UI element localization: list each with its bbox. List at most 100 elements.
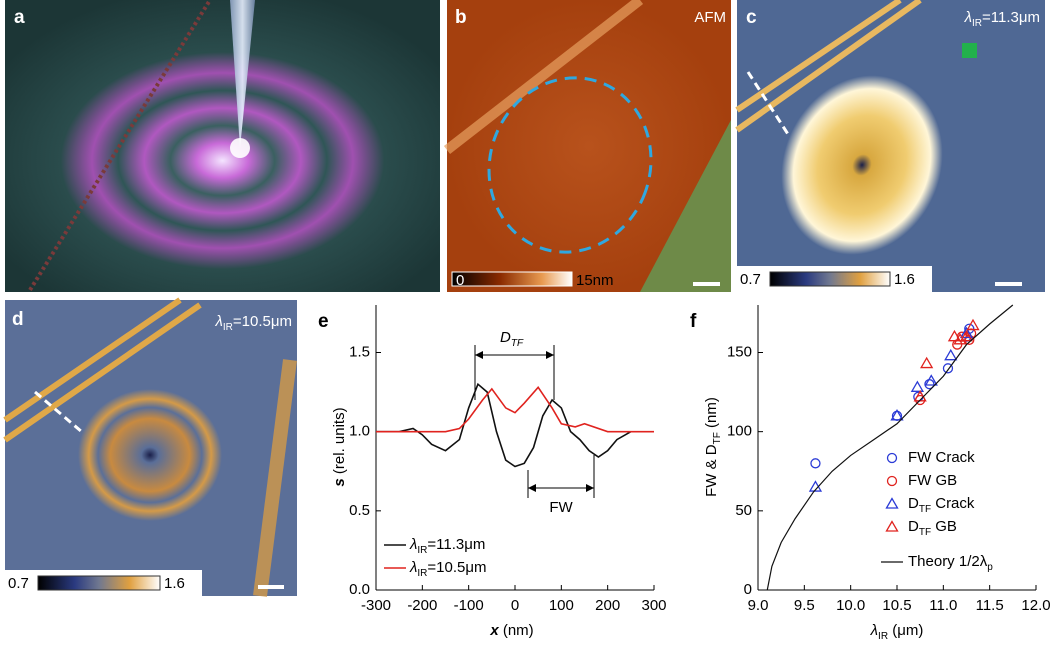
legend-label: Theory 1/2λp (908, 553, 993, 573)
colorbar (770, 272, 890, 286)
panel-tag: AFM (694, 9, 726, 26)
y-tick-label: 1.5 (349, 343, 370, 360)
x-tick-label: 200 (595, 597, 620, 614)
legend-marker (887, 499, 898, 509)
series-line (376, 387, 654, 431)
label-part: Theory 1/2λ (908, 553, 988, 570)
label-sub: TF (511, 338, 524, 349)
label-part: =10.5μm (427, 559, 486, 576)
x-tick-label: 9.5 (794, 597, 815, 614)
marker-square (962, 43, 977, 58)
label-part: D (500, 329, 511, 346)
label-part: D (908, 495, 919, 512)
annotation-fw: FW (528, 455, 594, 516)
y-tick-label: 0 (744, 581, 752, 598)
marker (945, 350, 956, 360)
x-axis-label: x (nm) (489, 622, 533, 639)
label-part: λ (409, 536, 417, 553)
label-sub: IR (417, 545, 427, 556)
legend-marker (887, 522, 898, 532)
arrow-head (586, 484, 594, 492)
label-sub: TF (712, 432, 723, 444)
panel-letter: c (746, 7, 757, 28)
x-tick-label: 10.0 (836, 597, 865, 614)
x-tick-label: -200 (407, 597, 437, 614)
label-sub: TF (919, 504, 931, 515)
legend-label: λIR=11.3μm (409, 536, 485, 556)
x-tick-label: 300 (641, 597, 666, 614)
marker (912, 382, 923, 392)
panel-b: 0 15nm b AFM (447, 0, 731, 292)
label-part: FW & D (703, 444, 720, 497)
x-tick-label: 11.0 (929, 597, 957, 614)
label-sub: TF (919, 527, 931, 538)
figure: a 0 15nm b AFM 0.7 1.6 c λIR=11.3μm 0.7 … (0, 0, 1052, 646)
x-tick-label: 0 (511, 597, 519, 614)
label-part: λ (215, 313, 223, 330)
x-tick-label: 10.5 (882, 597, 911, 614)
label-sub: p (987, 562, 993, 573)
y-tick-label: 0.5 (349, 502, 370, 519)
label-sub: IR (878, 631, 888, 642)
x-tick-label: 11.5 (976, 597, 1004, 614)
legend-marker (888, 477, 897, 486)
label-sub: IR (417, 568, 427, 579)
legend-label: DTF Crack (908, 495, 975, 515)
label-part: (nm) (703, 397, 720, 432)
arrow-head (546, 351, 554, 359)
label-part: λ (870, 622, 878, 639)
colorbar-label: 0.7 (740, 271, 761, 288)
label-part: =10.5μm (233, 313, 292, 330)
panel-letter: f (690, 311, 697, 332)
y-tick-label: 100 (727, 423, 752, 440)
legend-label: FW Crack (908, 449, 975, 466)
legend-label: DTF GB (908, 518, 957, 538)
marker (811, 459, 820, 468)
label-part: D (908, 518, 919, 535)
x-tick-label: -100 (454, 597, 484, 614)
x-tick-label: -300 (361, 597, 391, 614)
x-tick-label: 12.0 (1021, 597, 1050, 614)
panel-letter: e (318, 311, 329, 332)
label-part: GB (931, 518, 957, 535)
label-part: FW GB (908, 472, 957, 489)
label-part: λ (964, 9, 972, 26)
panel-d: 0.7 1.6 d λIR=10.5μm (5, 300, 297, 596)
label-sub: IR (972, 18, 982, 29)
label-sub: IR (223, 322, 233, 333)
label-part: FW Crack (908, 449, 975, 466)
label-part: =11.3μm (427, 536, 485, 553)
y-axis-label: s (rel. units) (331, 407, 348, 486)
y-tick-label: 50 (735, 502, 752, 519)
colorbar-label: 1.6 (164, 575, 185, 592)
panel-c: 0.7 1.6 c λIR=11.3μm (737, 0, 1045, 292)
legend-label: λIR=10.5μm (409, 559, 486, 579)
annotation-dtf: DTF (475, 329, 554, 400)
colorbar (38, 576, 160, 590)
panel-letter: a (14, 7, 25, 28)
label-part: λ (409, 559, 417, 576)
colorbar-label: 1.6 (894, 271, 915, 288)
label-part: =11.3μm (982, 9, 1040, 26)
marker (921, 358, 932, 368)
panel-letter: d (12, 309, 24, 330)
annotation: DTF (500, 329, 524, 349)
label-part: (μm) (888, 622, 923, 639)
label-part: (rel. units) (331, 407, 348, 478)
panel-a: a (5, 0, 440, 292)
ring (78, 389, 222, 521)
y-axis-label: FW & DTF (nm) (703, 397, 723, 497)
tip-apex (230, 138, 250, 158)
x-tick-label: 100 (549, 597, 574, 614)
annotation: FW (549, 499, 573, 516)
label-part: s (331, 478, 348, 486)
y-tick-label: 1.0 (349, 423, 370, 440)
arrow-head (528, 484, 536, 492)
x-axis-label: λIR (μm) (870, 622, 924, 642)
series-line (376, 384, 631, 466)
image-a (5, 0, 440, 292)
y-tick-label: 150 (727, 343, 752, 360)
arrow-head (475, 351, 483, 359)
